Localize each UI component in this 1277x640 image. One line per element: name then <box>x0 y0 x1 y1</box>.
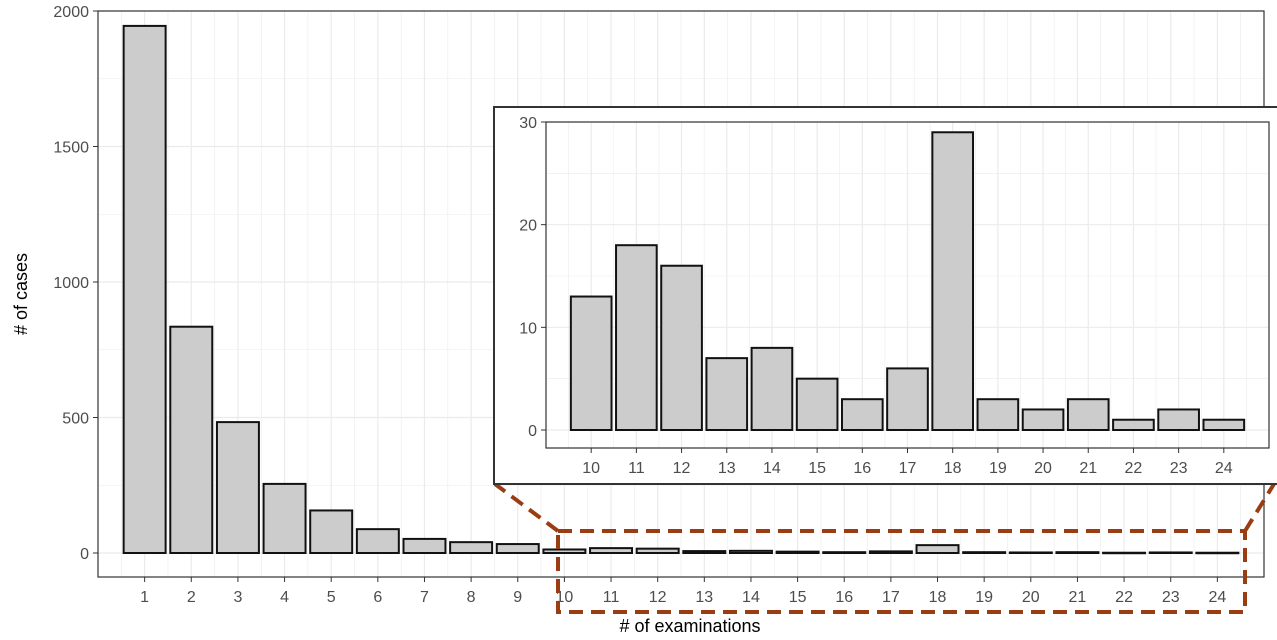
bar <box>1112 418 1155 432</box>
bar <box>122 24 167 554</box>
y-tick-label: 10 <box>519 320 537 337</box>
y-tick-label: 500 <box>62 411 89 428</box>
y-tick-label: 1000 <box>53 275 89 292</box>
x-tick-label: 8 <box>467 589 476 606</box>
y-tick-label: 2000 <box>53 4 89 21</box>
x-tick-label: 21 <box>1069 589 1087 606</box>
bar <box>1055 551 1100 555</box>
x-tick-label: 5 <box>327 589 336 606</box>
x-tick-label: 14 <box>763 460 781 477</box>
zoom-connector <box>1243 482 1276 533</box>
bar <box>1202 418 1246 432</box>
bar <box>1148 551 1193 555</box>
x-tick-label: 11 <box>603 589 620 606</box>
bar <box>635 547 680 555</box>
x-tick-label: 12 <box>649 589 667 606</box>
inset-chart: 0 10 20 30 10 11 12 13 14 15 16 17 18 19 20 21 22 23 24 <box>493 106 1277 485</box>
y-tick-label: 20 <box>519 218 537 235</box>
x-tick-label: 22 <box>1115 589 1133 606</box>
bar <box>542 548 587 554</box>
bar <box>402 537 447 555</box>
x-tick-label: 12 <box>673 460 691 477</box>
x-tick-label: 3 <box>233 589 242 606</box>
y-axis-label: # of cases <box>11 253 31 335</box>
x-tick-label: 7 <box>420 589 429 606</box>
x-tick-label: 15 <box>789 589 807 606</box>
bar <box>775 550 820 555</box>
x-tick-label: 19 <box>989 460 1007 477</box>
bar <box>569 295 613 431</box>
x-tick-label: 15 <box>808 460 826 477</box>
bar <box>215 421 260 554</box>
bar <box>795 377 839 431</box>
bar <box>1157 408 1200 432</box>
bar <box>1102 551 1147 555</box>
x-tick-label: 21 <box>1079 460 1097 477</box>
x-tick-label: 2 <box>187 589 196 606</box>
bar <box>962 551 1007 555</box>
y-tick-label: 30 <box>519 115 537 132</box>
x-tick-label: 24 <box>1215 460 1233 477</box>
x-tick-label: 1 <box>140 589 149 606</box>
x-tick-label: 4 <box>280 589 289 606</box>
bar <box>840 398 884 432</box>
bar <box>976 398 1020 432</box>
x-tick-label: 9 <box>513 589 522 606</box>
x-tick-label: 20 <box>1034 460 1052 477</box>
bar <box>750 346 794 431</box>
bar <box>728 549 773 554</box>
x-tick-label: 20 <box>1022 589 1040 606</box>
zoom-box <box>556 529 1247 614</box>
bar <box>1195 551 1240 555</box>
x-axis-label: # of examinations <box>619 616 760 635</box>
bar <box>822 551 867 555</box>
zoom-connector <box>493 482 560 533</box>
bar <box>309 509 354 555</box>
x-tick-label: 14 <box>742 589 760 606</box>
bar <box>886 367 929 431</box>
bar <box>705 357 749 431</box>
x-tick-label: 6 <box>373 589 382 606</box>
x-tick-label: 13 <box>718 460 736 477</box>
x-tick-label: 13 <box>695 589 713 606</box>
bar <box>495 543 540 555</box>
x-tick-label: 23 <box>1162 589 1180 606</box>
bar <box>262 482 307 554</box>
x-tick-label: 16 <box>835 589 853 606</box>
x-tick-label: 16 <box>853 460 871 477</box>
x-tick-label: 24 <box>1208 589 1226 606</box>
bar <box>931 131 975 431</box>
bar <box>1066 398 1110 432</box>
y-tick-label: 0 <box>80 546 89 563</box>
bar <box>660 264 703 431</box>
bar <box>355 528 400 554</box>
bar <box>169 325 214 554</box>
x-tick-label: 19 <box>975 589 993 606</box>
bar <box>868 550 913 555</box>
x-tick-label: 18 <box>944 460 962 477</box>
x-tick-label: 10 <box>582 460 600 477</box>
bar <box>615 244 658 431</box>
bar <box>589 547 634 555</box>
y-tick-label: 1500 <box>53 140 89 157</box>
x-tick-label: 22 <box>1125 460 1143 477</box>
bar <box>1008 551 1053 555</box>
x-tick-label: 11 <box>628 460 645 477</box>
bar <box>682 550 727 555</box>
x-tick-label: 23 <box>1170 460 1188 477</box>
bar <box>915 544 960 554</box>
x-tick-label: 17 <box>899 460 917 477</box>
bar <box>1021 408 1065 432</box>
x-tick-label: 17 <box>882 589 900 606</box>
x-tick-label: 18 <box>929 589 947 606</box>
y-tick-label: 0 <box>528 423 537 440</box>
bar <box>449 541 494 554</box>
